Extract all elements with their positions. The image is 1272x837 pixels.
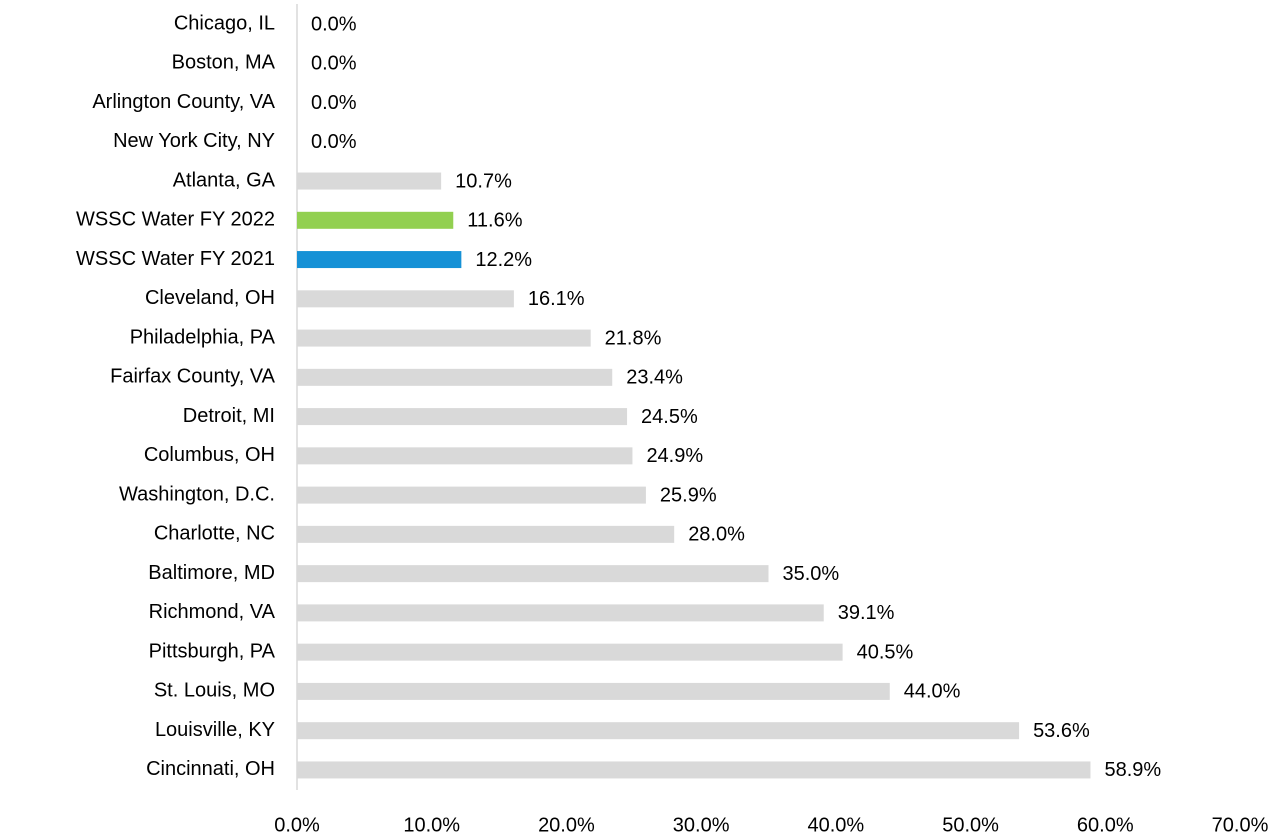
bar xyxy=(297,682,890,700)
data-label: 11.6% xyxy=(467,210,522,232)
x-tick-label: 50.0% xyxy=(942,814,999,836)
data-label: 58.9% xyxy=(1104,759,1161,781)
bar xyxy=(297,643,843,661)
data-label: 25.9% xyxy=(660,484,717,506)
y-tick-label: Charlotte, NC xyxy=(154,523,275,545)
data-label: 16.1% xyxy=(528,288,585,310)
data-label: 0.0% xyxy=(311,92,357,114)
data-label: 39.1% xyxy=(838,602,895,624)
x-tick-label: 20.0% xyxy=(538,814,595,836)
y-tick-label: Boston, MA xyxy=(172,52,276,74)
data-label: 44.0% xyxy=(904,681,961,703)
y-tick-label: Columbus, OH xyxy=(144,444,275,466)
data-label: 0.0% xyxy=(311,53,357,75)
y-tick-label: Baltimore, MD xyxy=(148,562,275,584)
y-tick-label: Detroit, MI xyxy=(183,405,275,427)
bar xyxy=(297,761,1091,779)
y-tick-label: Washington, D.C. xyxy=(119,483,275,505)
x-tick-label: 0.0% xyxy=(274,814,320,836)
bar xyxy=(297,722,1020,740)
data-label: 28.0% xyxy=(688,524,745,546)
data-label: 0.0% xyxy=(311,131,357,153)
y-tick-label: Arlington County, VA xyxy=(92,91,275,113)
bar xyxy=(297,486,646,504)
bar xyxy=(297,290,514,308)
data-label: 23.4% xyxy=(626,367,683,389)
x-tick-label: 60.0% xyxy=(1077,814,1134,836)
bar xyxy=(297,408,628,426)
data-label: 35.0% xyxy=(783,563,840,585)
data-label: 24.5% xyxy=(641,406,698,428)
bar xyxy=(297,368,613,386)
data-label: 0.0% xyxy=(311,13,357,35)
data-label: 40.5% xyxy=(857,641,914,663)
y-tick-label: St. Louis, MO xyxy=(154,680,275,702)
data-label: 21.8% xyxy=(605,327,662,349)
bar xyxy=(297,251,462,269)
x-tick-label: 40.0% xyxy=(807,814,864,836)
y-tick-label: Fairfax County, VA xyxy=(110,366,276,388)
y-tick-label: WSSC Water FY 2022 xyxy=(76,209,275,231)
y-tick-label: Cincinnati, OH xyxy=(146,758,275,780)
data-label: 10.7% xyxy=(455,170,512,192)
y-tick-label: New York City, NY xyxy=(113,130,275,152)
x-tick-label: 30.0% xyxy=(673,814,730,836)
y-tick-label: Richmond, VA xyxy=(149,601,276,623)
bar xyxy=(297,525,675,543)
x-tick-label: 10.0% xyxy=(403,814,460,836)
y-tick-label: Pittsburgh, PA xyxy=(149,640,276,662)
y-tick-label: Philadelphia, PA xyxy=(130,326,276,348)
data-label: 53.6% xyxy=(1033,720,1090,742)
data-label: 12.2% xyxy=(475,249,532,271)
y-tick-label: Louisville, KY xyxy=(155,719,275,741)
bar xyxy=(297,565,769,583)
bar xyxy=(297,211,454,229)
y-tick-label: Atlanta, GA xyxy=(173,169,276,191)
x-tick-label: 70.0% xyxy=(1212,814,1269,836)
bar xyxy=(297,447,633,465)
y-tick-label: Cleveland, OH xyxy=(145,287,275,309)
bar xyxy=(297,172,442,190)
y-tick-label: Chicago, IL xyxy=(174,12,275,34)
data-label: 24.9% xyxy=(646,445,703,467)
bar xyxy=(297,329,591,347)
y-tick-label: WSSC Water FY 2021 xyxy=(76,248,275,270)
bar xyxy=(297,604,824,622)
